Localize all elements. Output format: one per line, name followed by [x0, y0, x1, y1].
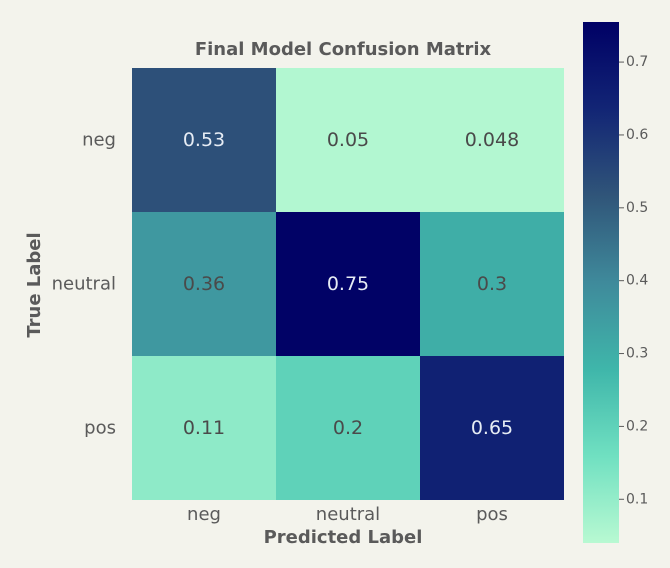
- x-tick-label: neg: [187, 504, 221, 525]
- colorbar-tick-label: 0.5: [626, 200, 648, 216]
- colorbar-tick-label: 0.7: [626, 54, 648, 70]
- heatmap-cell: [132, 356, 276, 500]
- colorbar-tick-label: 0.6: [626, 127, 648, 143]
- colorbar-tick-label: 0.1: [626, 491, 648, 507]
- heatmap-cell: [132, 68, 276, 212]
- cell-value-label: 0.11: [183, 417, 225, 439]
- heatmap-cell: [276, 356, 420, 500]
- cell-value-label: 0.3: [477, 273, 507, 295]
- cell-value-label: 0.2: [333, 417, 363, 439]
- colorbar-tick-label: 0.3: [626, 346, 648, 362]
- heatmap-cell: [276, 212, 420, 356]
- heatmap-cell: [420, 356, 564, 500]
- cell-value-label: 0.75: [327, 273, 369, 295]
- colorbar: [583, 22, 619, 543]
- colorbar-tick-label: 0.2: [626, 418, 648, 434]
- cell-value-label: 0.53: [183, 129, 225, 151]
- x-axis-label: Predicted Label: [264, 527, 423, 548]
- colorbar-ticks: 0.1 0.2 0.3 0.4 0.5 0.6 0.7: [619, 54, 648, 507]
- heatmap-cell: [276, 68, 420, 212]
- cell-value-label: 0.05: [327, 129, 369, 151]
- colorbar-tick-label: 0.4: [626, 273, 648, 289]
- heatmap-cells: 0.53 0.05 0.048 0.36 0.75 0.3 0.11 0.2 0.65: [132, 68, 564, 500]
- y-tick-label: pos: [84, 418, 116, 439]
- heatmap-cell: [420, 212, 564, 356]
- y-tick-labels: neg neutral pos: [52, 130, 116, 439]
- chart-title: Final Model Confusion Matrix: [195, 39, 492, 60]
- heatmap-cell: [132, 212, 276, 356]
- x-tick-label: neutral: [316, 504, 380, 525]
- y-tick-label: neutral: [52, 274, 116, 295]
- y-tick-label: neg: [82, 130, 116, 151]
- heatmap-cell: [420, 68, 564, 212]
- cell-value-label: 0.36: [183, 273, 225, 295]
- x-tick-labels: neg neutral pos: [187, 504, 508, 525]
- cell-value-label: 0.65: [471, 417, 513, 439]
- y-axis-label: True Label: [24, 232, 45, 337]
- cell-value-label: 0.048: [465, 129, 519, 151]
- x-tick-label: pos: [476, 504, 508, 525]
